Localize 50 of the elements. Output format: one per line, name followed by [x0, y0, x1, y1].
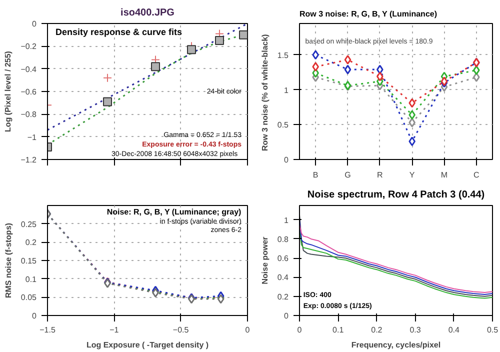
y-tick-label: 0.25 [20, 220, 38, 229]
chart-title: Row 3 noise: R, G, B, Y (Luminance) [300, 10, 438, 18]
y-tick-label: −0.8 [20, 110, 38, 120]
y-axis-title: RMS noise (f-stops) [4, 222, 13, 298]
annotation: Noise: R, G, B, Y (Luminance; gray) [106, 208, 242, 216]
y-tick-label: 1 [284, 216, 290, 225]
y-tick-label: −1 [27, 132, 38, 142]
x-tick-label: R [377, 170, 384, 180]
x-tick-label: −0.5 [172, 326, 190, 334]
y-tick-label: 1 [284, 86, 290, 95]
y-tick-label: 0.5 [277, 120, 290, 130]
y-axis-title: Noise power [260, 236, 270, 284]
x-tick-label: 0.2 [371, 326, 383, 334]
y-tick-label: 0.2 [277, 292, 290, 302]
y-tick-label: 0.2 [25, 238, 38, 248]
x-tick-label: 0 [245, 326, 250, 334]
y-tick-label: 0 [284, 312, 290, 320]
y-tick-label: 0.4 [277, 273, 290, 282]
x-tick-label: −1.5 [40, 326, 56, 334]
y-axis-title: Log (Pixel level / 255) [4, 50, 13, 132]
y-tick-label: −1.2 [20, 156, 38, 164]
y-axis-title: Row 3 noise (% of white-black) [260, 34, 270, 152]
y-tick-label: 0.05 [20, 293, 38, 302]
y-tick-label: 0.6 [277, 254, 290, 264]
x-tick-label: Y [409, 170, 416, 180]
chart-title: Noise spectrum, Row 4 Patch 3 (0.44) [307, 190, 485, 200]
chart-title: iso400.JPG [120, 8, 175, 18]
y-tick-label: 0 [284, 156, 290, 164]
y-tick-label: −0.2 [20, 42, 38, 52]
x-tick-label: G [344, 170, 351, 180]
annotation: Density response & curve fits [56, 27, 182, 38]
y-tick-label: 0 [32, 312, 38, 320]
y-tick-label: 1.5 [277, 50, 290, 60]
y-tick-label: 0.8 [277, 234, 290, 244]
y-tick-label: −0.4 [20, 64, 38, 74]
y-tick-label: 0.1 [25, 274, 38, 284]
x-axis-title: Frequency, cycles/pixel [351, 340, 441, 350]
x-tick-label: 0.1 [332, 326, 344, 334]
y-tick-label: −0.6 [20, 88, 38, 96]
x-tick-label: B [312, 170, 318, 180]
x-tick-label: −1 [110, 326, 120, 334]
x-tick-label: 0.3 [410, 326, 422, 334]
x-axis-title: Log Exposure ( -Target density ) [86, 340, 209, 350]
x-tick-label: 0 [297, 326, 302, 334]
x-tick-label: 0.4 [448, 326, 460, 334]
y-tick-label: 0 [32, 20, 38, 28]
x-tick-label: 0.5 [486, 326, 499, 334]
x-tick-label: C [474, 170, 480, 180]
y-tick-label: 0.15 [20, 256, 38, 266]
x-tick-label: M [440, 170, 448, 180]
